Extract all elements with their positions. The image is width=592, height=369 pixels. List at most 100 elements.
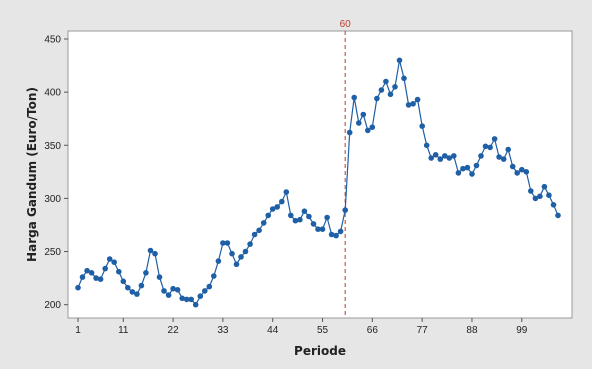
data-point xyxy=(509,163,516,170)
data-point xyxy=(514,170,520,176)
plot-area xyxy=(67,30,573,319)
data-point xyxy=(383,78,389,85)
data-point xyxy=(464,164,471,171)
data-point xyxy=(97,276,104,283)
data-point xyxy=(356,120,362,126)
data-point xyxy=(360,111,367,118)
data-point xyxy=(387,91,394,98)
data-point xyxy=(211,273,217,279)
data-point xyxy=(283,189,290,195)
data-point xyxy=(125,284,131,291)
data-point xyxy=(528,188,534,194)
data-point xyxy=(473,162,480,169)
y-tick-label: 250 xyxy=(44,247,61,258)
data-point xyxy=(197,293,204,300)
x-tick-label: 55 xyxy=(317,325,329,336)
x-tick-label: 11 xyxy=(118,325,129,336)
data-point xyxy=(455,170,462,176)
data-point xyxy=(460,165,466,172)
data-point xyxy=(247,241,253,247)
data-point xyxy=(251,231,258,238)
x-tick-label: 66 xyxy=(367,325,379,336)
data-point xyxy=(143,270,149,276)
y-tick-label: 200 xyxy=(44,300,61,311)
data-point xyxy=(523,169,530,175)
data-point xyxy=(84,267,90,274)
data-point xyxy=(546,192,552,198)
data-point xyxy=(288,212,294,219)
data-point xyxy=(410,101,416,107)
data-point xyxy=(446,155,453,161)
data-point xyxy=(478,153,484,159)
y-tick-label: 400 xyxy=(44,88,61,99)
data-point xyxy=(469,171,475,177)
data-point xyxy=(292,217,299,224)
data-point xyxy=(374,95,380,102)
data-point xyxy=(269,206,276,212)
data-points xyxy=(75,57,561,308)
data-point xyxy=(519,166,525,173)
data-point xyxy=(365,127,371,134)
data-point xyxy=(301,208,308,214)
data-point xyxy=(437,156,444,162)
data-point xyxy=(419,123,426,129)
data-point xyxy=(378,87,385,93)
data-point xyxy=(274,204,281,210)
data-point xyxy=(500,156,507,162)
data-point xyxy=(333,232,339,239)
data-point xyxy=(93,275,99,281)
data-point xyxy=(165,292,172,298)
data-point xyxy=(423,142,430,149)
data-point xyxy=(215,258,222,264)
data-point xyxy=(537,193,543,200)
data-point xyxy=(491,136,498,142)
reference-line-label: 60 xyxy=(340,19,352,30)
data-point xyxy=(405,102,412,108)
data-point xyxy=(183,296,190,303)
data-point xyxy=(532,195,539,202)
data-point xyxy=(242,248,249,255)
data-point xyxy=(233,261,240,268)
y-axis-label: Harga Gandum (Euro/Ton) xyxy=(25,87,39,262)
data-point xyxy=(88,270,95,276)
data-point xyxy=(428,155,435,161)
data-point xyxy=(206,283,213,290)
data-point xyxy=(442,153,448,159)
data-point xyxy=(315,226,321,232)
y-tick-label: 350 xyxy=(44,141,61,152)
x-tick-label: 99 xyxy=(516,325,528,336)
data-point xyxy=(342,207,349,213)
data-point xyxy=(482,143,489,150)
data-point xyxy=(156,274,163,280)
x-tick-label: 44 xyxy=(267,325,279,336)
x-tick-label: 33 xyxy=(217,325,229,336)
data-point xyxy=(310,221,317,227)
data-point xyxy=(550,202,557,208)
data-point xyxy=(351,94,358,101)
data-point xyxy=(256,227,262,234)
data-point xyxy=(192,301,199,308)
data-point xyxy=(392,84,398,90)
data-point xyxy=(202,288,208,294)
data-point xyxy=(238,254,244,260)
data-point xyxy=(170,285,176,292)
data-point xyxy=(396,57,403,64)
data-point xyxy=(297,216,303,223)
data-point xyxy=(414,96,421,103)
x-tick-label: 1 xyxy=(75,325,81,336)
data-point xyxy=(369,124,376,130)
data-point xyxy=(337,228,344,235)
data-point xyxy=(505,146,512,153)
data-point xyxy=(120,278,127,285)
y-tick-label: 450 xyxy=(44,35,61,46)
data-point xyxy=(138,282,145,289)
data-point xyxy=(188,296,194,303)
data-point xyxy=(79,274,86,280)
data-point xyxy=(174,287,181,293)
data-point xyxy=(147,247,154,254)
data-point xyxy=(161,288,167,294)
data-point xyxy=(260,220,267,226)
data-point xyxy=(116,268,122,275)
data-point xyxy=(279,198,285,205)
